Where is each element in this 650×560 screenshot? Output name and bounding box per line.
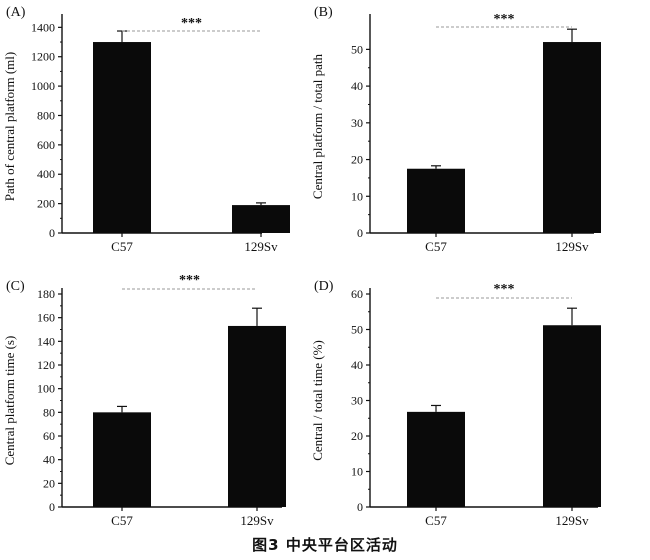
panel-a-y-tick-label: 1000 (31, 79, 55, 93)
panel-b-x-tick-label: 129Sv (555, 239, 589, 254)
panel-a-x-tick-label: 129Sv (244, 239, 278, 254)
panel-b-significance-label: *** (494, 12, 515, 27)
panel-c-significance-label: *** (179, 273, 200, 288)
panel-a-label: (A) (6, 5, 26, 20)
panel-d-y-tick-label: 60 (351, 287, 363, 301)
panel-c-bar-c57 (93, 412, 151, 507)
panel-c-y-tick-label: 0 (49, 500, 55, 514)
panel-c-bar-129sv (228, 325, 286, 507)
panel-c-x-tick-label: 129Sv (240, 513, 274, 528)
panel-b-bar-c57 (407, 168, 465, 233)
panel-c-y-tick-label: 160 (37, 311, 55, 325)
panel-b-y-tick-label: 30 (351, 116, 363, 130)
panel-a-bar-129sv (232, 205, 290, 233)
panel-c-y-tick-label: 140 (37, 334, 55, 348)
figure-caption: 图3 中央平台区活动 (252, 536, 398, 554)
panel-b-y-axis-label: Central platform / total path (310, 53, 325, 199)
panel-c-y-tick-label: 20 (43, 476, 55, 490)
panel-c-y-tick-label: 120 (37, 358, 55, 372)
panel-a-y-tick-label: 600 (37, 138, 55, 152)
panel-c-y-axis-label: Central platform time (s) (2, 336, 17, 466)
panel-d-bar-c57 (407, 411, 465, 507)
panel-c-y-tick-label: 60 (43, 429, 55, 443)
panel-d-significance-label: *** (494, 282, 515, 297)
panel-c-label: (C) (6, 279, 25, 294)
panel-a-y-axis-label: Path of central platform (ml) (2, 52, 17, 201)
panel-d-y-tick-label: 0 (357, 500, 363, 514)
panel-d-y-tick-label: 50 (351, 323, 363, 337)
panel-b-bar-129sv (543, 42, 601, 233)
panel-a-y-tick-label: 400 (37, 167, 55, 181)
panel-b-y-tick-label: 0 (357, 226, 363, 240)
panel-a-y-tick-label: 1200 (31, 50, 55, 64)
panel-a-significance-label: *** (181, 16, 202, 31)
panel-d-x-tick-label: C57 (425, 513, 447, 528)
panel-d-y-tick-label: 40 (351, 358, 363, 372)
panel-d-y-tick-label: 30 (351, 394, 363, 408)
panel-a-x-tick-label: C57 (111, 239, 133, 254)
panel-b-y-tick-label: 10 (351, 189, 363, 203)
panel-c-y-tick-label: 40 (43, 453, 55, 467)
panel-a-y-tick-label: 0 (49, 226, 55, 240)
panel-d-y-tick-label: 10 (351, 465, 363, 479)
panel-c-y-tick-label: 100 (37, 382, 55, 396)
panel-c-y-tick-label: 180 (37, 287, 55, 301)
panel-c-x-tick-label: C57 (111, 513, 133, 528)
panel-b-label: (B) (314, 5, 333, 20)
panel-d-bar-129sv (543, 325, 601, 507)
panel-a-y-tick-label: 1400 (31, 20, 55, 34)
panel-d-x-tick-label: 129Sv (555, 513, 589, 528)
panel-a-y-tick-label: 200 (37, 197, 55, 211)
panel-a-bar-c57 (93, 42, 151, 233)
panel-b-y-tick-label: 20 (351, 153, 363, 167)
panel-d-label: (D) (314, 279, 334, 294)
panel-a-y-tick-label: 800 (37, 108, 55, 122)
panel-b-x-tick-label: C57 (425, 239, 447, 254)
panel-b-y-tick-label: 40 (351, 79, 363, 93)
panel-b-y-tick-label: 50 (351, 42, 363, 56)
panel-d-y-tick-label: 20 (351, 429, 363, 443)
panel-c-y-tick-label: 80 (43, 405, 55, 419)
panel-d-y-axis-label: Central / total time (%) (310, 340, 325, 461)
